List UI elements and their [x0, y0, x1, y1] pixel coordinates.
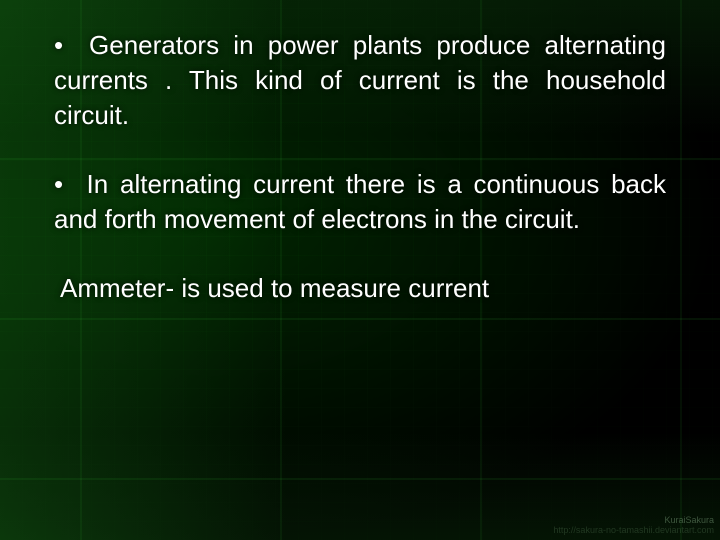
watermark: KuraiSakura http://sakura-no-tamashii.de… [553, 516, 714, 536]
watermark-url: http://sakura-no-tamashii.deviantart.com [553, 526, 714, 536]
bullet-text: Generators in power plants produce alter… [54, 30, 666, 130]
bullet-dot-icon: • [54, 28, 75, 63]
bullet-item: • In alternating current there is a cont… [54, 167, 666, 237]
bullet-dot-icon: • [54, 167, 75, 202]
slide-content-area: • Generators in power plants produce alt… [0, 0, 720, 540]
bullet-text: In alternating current there is a contin… [54, 169, 666, 234]
bullet-item: • Generators in power plants produce alt… [54, 28, 666, 133]
footer-text: Ammeter- is used to measure current [60, 273, 489, 303]
footer-line: Ammeter- is used to measure current [54, 271, 666, 306]
